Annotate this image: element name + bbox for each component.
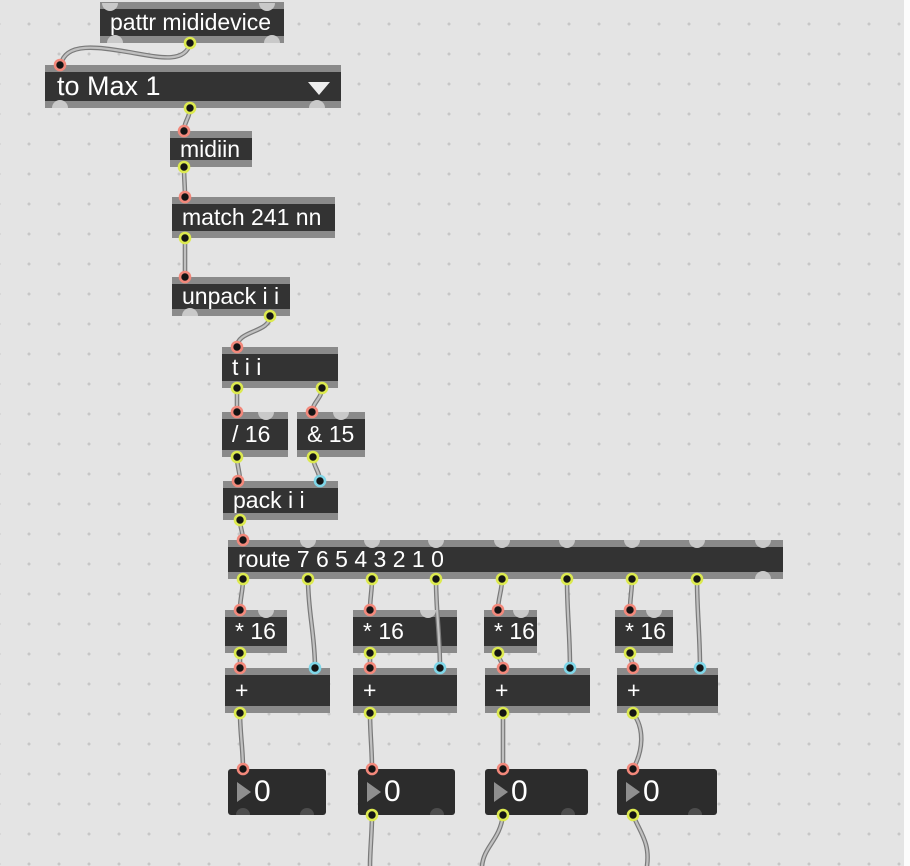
object-box-multiply-4[interactable]: * 16 <box>615 610 673 653</box>
object-box-add-3[interactable]: + <box>485 668 590 713</box>
device-dropdown-umenu[interactable]: to Max 1 <box>45 65 341 108</box>
object-label: route 7 6 5 4 3 2 1 0 <box>238 546 444 572</box>
patch-cord[interactable] <box>237 576 246 613</box>
object-label: * 16 <box>363 618 404 644</box>
object-box-divide[interactable]: / 16 <box>222 412 288 457</box>
patch-cord[interactable] <box>237 710 246 772</box>
object-box-bitand[interactable]: & 15 <box>297 412 365 457</box>
patch-cord[interactable] <box>627 650 636 671</box>
object-label: / 16 <box>232 421 271 447</box>
object-box-multiply-2[interactable]: * 16 <box>353 610 457 653</box>
object-box-multiply-3[interactable]: * 16 <box>484 610 537 653</box>
number-value: 0 <box>643 775 660 808</box>
object-box-midiin[interactable]: midiin <box>170 131 252 167</box>
object-label: + <box>495 677 509 703</box>
number-box-3[interactable]: 0 <box>485 769 588 815</box>
number-box-1[interactable]: 0 <box>228 769 326 815</box>
patch-cord-highlights <box>61 44 700 866</box>
patch-cord[interactable] <box>694 576 703 671</box>
object-label: + <box>235 677 249 703</box>
object-label: + <box>627 677 641 703</box>
object-box-pack[interactable]: pack i i <box>223 481 338 520</box>
patch-cord[interactable] <box>305 576 318 671</box>
patch-cord[interactable] <box>564 576 573 671</box>
object-box-trigger[interactable]: t i i <box>222 347 338 388</box>
object-label: * 16 <box>235 618 276 644</box>
number-value: 0 <box>511 775 528 808</box>
patch-cord[interactable] <box>237 517 246 543</box>
number-box-triangle-icon <box>367 782 381 802</box>
patch-cord[interactable] <box>309 385 325 415</box>
object-label: + <box>363 677 377 703</box>
patch-cord[interactable] <box>479 812 506 866</box>
number-value: 0 <box>384 775 401 808</box>
object-label: * 16 <box>625 618 666 644</box>
number-box-triangle-icon <box>626 782 640 802</box>
patch-cord[interactable] <box>495 650 506 671</box>
number-box-4[interactable]: 0 <box>617 769 717 815</box>
object-label: * 16 <box>494 618 535 644</box>
object-label: match 241 nn <box>182 204 322 230</box>
patch-cord[interactable] <box>630 710 644 772</box>
patch-cord[interactable] <box>234 454 243 484</box>
object-box-multiply-1[interactable]: * 16 <box>225 610 287 653</box>
number-box-triangle-icon <box>237 782 251 802</box>
object-label: pack i i <box>233 487 305 513</box>
patch-cord[interactable] <box>234 313 273 350</box>
number-value: 0 <box>254 775 271 808</box>
object-box-add-4[interactable]: + <box>617 668 718 713</box>
patch-cord[interactable] <box>58 41 193 67</box>
number-box-triangle-icon <box>494 782 508 802</box>
dropdown-triangle-icon <box>308 81 330 95</box>
patch-cord[interactable] <box>367 812 375 866</box>
scrollbar-track[interactable] <box>904 0 910 866</box>
object-box-add-2[interactable]: + <box>353 668 457 713</box>
object-label: midiin <box>180 135 241 162</box>
patch-cord[interactable] <box>367 576 375 613</box>
patch-cords <box>58 41 703 866</box>
selected-device-label: to Max 1 <box>57 71 161 101</box>
object-label: t i i <box>232 354 262 380</box>
number-box-2[interactable]: 0 <box>358 769 455 815</box>
object-label: & 15 <box>307 421 355 447</box>
object-box-match[interactable]: match 241 nn <box>172 197 335 238</box>
object-box-route[interactable]: route 7 6 5 4 3 2 1 0 <box>228 540 783 579</box>
object-label: pattr mididevice <box>110 9 272 35</box>
patch-cord[interactable] <box>627 576 635 613</box>
patch-cord[interactable] <box>181 105 193 134</box>
patch-cord[interactable] <box>367 710 375 772</box>
patch-cord[interactable] <box>630 812 650 866</box>
object-box-pattr[interactable]: pattr mididevice <box>100 2 284 43</box>
patch-cord[interactable] <box>495 576 505 613</box>
patch-cord[interactable] <box>181 164 188 200</box>
object-box-unpack[interactable]: unpack i i <box>172 277 290 316</box>
object-box-add-1[interactable]: + <box>225 668 330 713</box>
patch-cord[interactable] <box>310 454 323 484</box>
object-label: unpack i i <box>182 283 280 309</box>
